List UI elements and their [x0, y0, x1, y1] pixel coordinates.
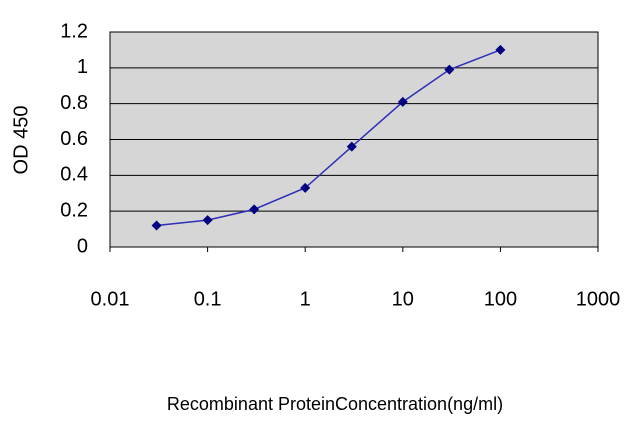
x-tick-label: 0.1: [194, 288, 222, 310]
marker: [397, 96, 408, 107]
marker: [202, 215, 213, 226]
marker: [444, 64, 455, 75]
y-tick-label: 0.2: [60, 199, 88, 221]
marker: [249, 204, 260, 215]
marker: [346, 141, 357, 152]
y-tick-label: 0.6: [60, 128, 88, 150]
x-tick-label: 10: [392, 288, 414, 310]
y-tick-label: 0.8: [60, 92, 88, 114]
y-tick-label: 0: [77, 235, 88, 257]
x-tick-label: 0.01: [91, 288, 130, 310]
x-tick-label: 100: [484, 288, 517, 310]
y-tick-label: 1.2: [60, 20, 88, 42]
y-tick-label: 1: [77, 56, 88, 78]
x-axis-title: Recombinant ProteinConcentration(ng/ml): [167, 394, 503, 414]
marker: [300, 182, 311, 193]
marker: [495, 44, 506, 55]
data-line: [156, 49, 501, 227]
x-tick-label: 1: [300, 288, 311, 310]
y-tick-label: 0.4: [60, 164, 88, 186]
y-axis-title: OD 450: [10, 106, 32, 175]
marker: [151, 220, 162, 231]
x-tick-label: 1000: [576, 288, 621, 310]
